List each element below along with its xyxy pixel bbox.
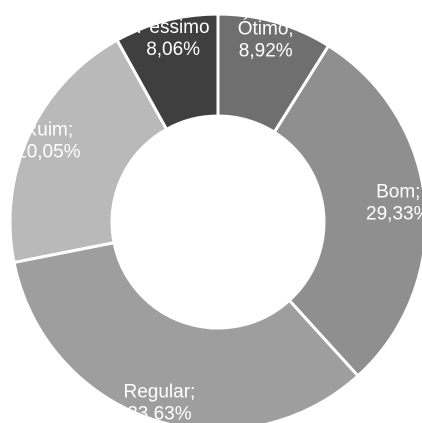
slice-category-label: Bom; — [376, 181, 420, 202]
slice-bom — [272, 44, 422, 378]
slice-label-ruim: Ruim; 20,05% — [16, 119, 81, 162]
slice-value-label: 33,63% — [127, 404, 192, 423]
slice-label-bom: Bom;29,33% — [366, 181, 422, 224]
slice-value-label: 29,33% — [366, 203, 422, 224]
slice-category-label: Regular; — [124, 382, 196, 403]
slice-category-label: Ótimo; — [238, 17, 294, 39]
slice-regular — [12, 241, 360, 423]
slice-label-otimo: Ótimo; 8,92% — [238, 17, 294, 61]
slice-pessimo — [115, 12, 220, 131]
slice-category-label: Ruim; — [24, 119, 74, 140]
slice-label-regular: Regular; 33,63% — [124, 382, 196, 423]
labels-layer: Ótimo;8,92% Bom;29,33% Regular;33,63% Ruim;… — [16, 17, 422, 423]
slice-value-label: 20,05% — [16, 141, 81, 162]
slice-label-pessimo: Péssimo 8,06% — [137, 17, 210, 60]
slice-category-label: Péssimo — [137, 17, 210, 38]
slice-value-label: 8,06% — [146, 39, 200, 60]
slices-layer — [8, 12, 422, 423]
slice-value-label: 8,92% — [239, 40, 293, 61]
slice-ruim — [8, 38, 169, 264]
